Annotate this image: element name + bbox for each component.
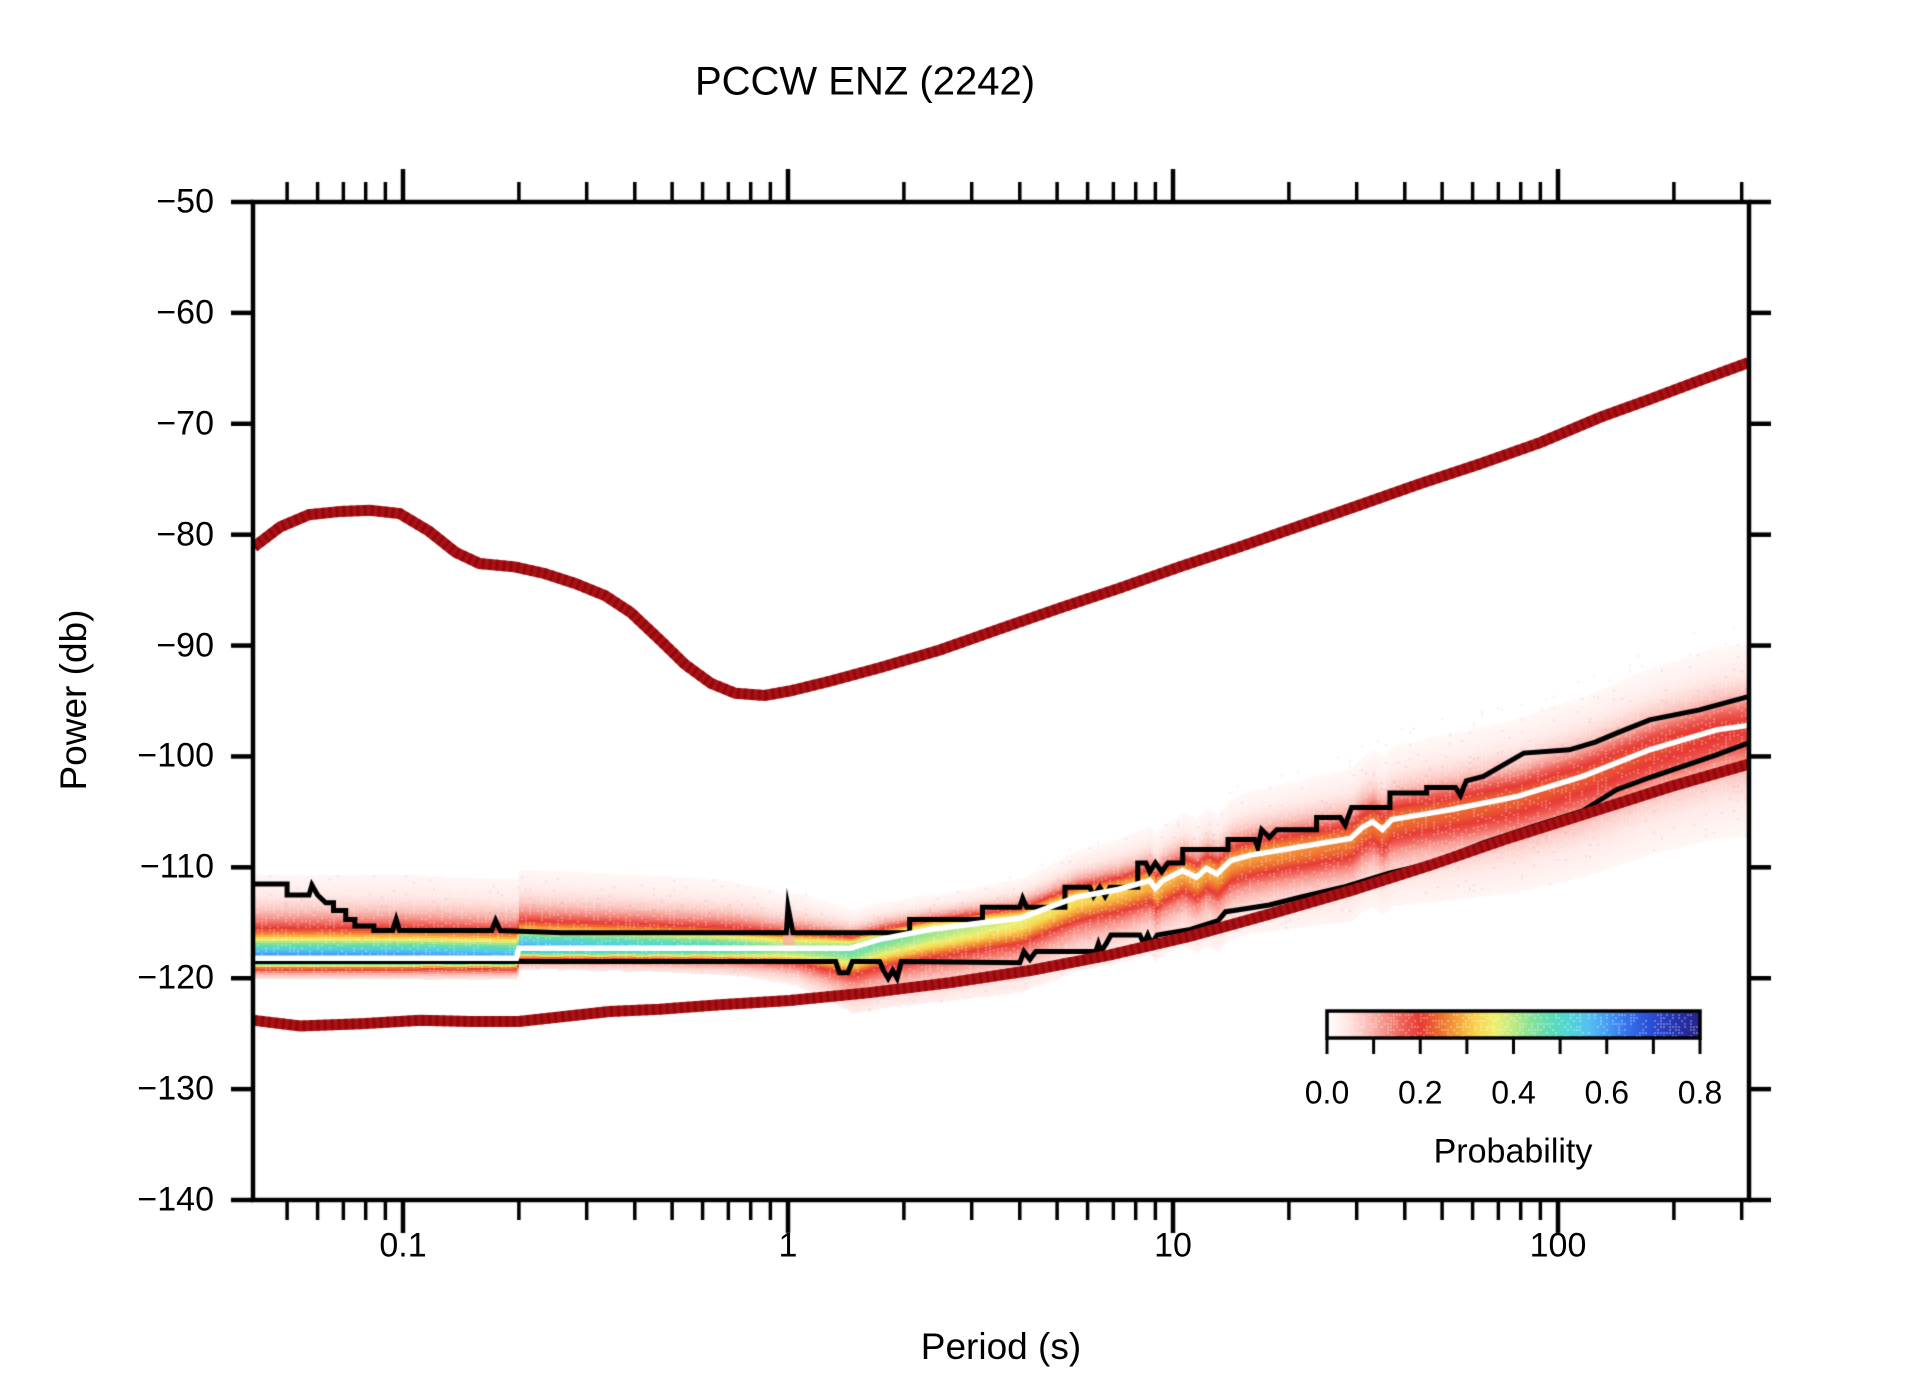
plot-title: PCCW ENZ (2242): [694, 59, 1036, 104]
x-axis-title: Period (s): [920, 1326, 1082, 1367]
y-tick-label: −130: [137, 1069, 214, 1108]
colorbar-tick-label: 0.4: [1491, 1074, 1536, 1111]
y-tick-label: −60: [156, 293, 214, 332]
colorbar-tick-label: 0.2: [1398, 1074, 1443, 1111]
y-tick-label: −80: [156, 515, 214, 554]
x-tick-label: 1: [778, 1226, 798, 1265]
colorbar-tick-label: 0.0: [1304, 1074, 1350, 1111]
x-tick-label: 100: [1529, 1226, 1587, 1265]
x-tick-label: 10: [1154, 1226, 1192, 1265]
y-tick-label: −50: [156, 182, 214, 221]
y-tick-label: −90: [156, 626, 214, 665]
y-tick-label: −140: [137, 1180, 214, 1219]
y-tick-label: −110: [139, 847, 214, 886]
colorbar-tick-label: 0.6: [1584, 1074, 1629, 1111]
colorbar-title: Probability: [1433, 1132, 1593, 1171]
y-tick-label: −70: [156, 404, 214, 443]
y-axis-title: Power (db): [53, 609, 94, 791]
colorbar-tick-label: 0.8: [1677, 1074, 1723, 1111]
x-tick-label: 0.1: [379, 1226, 427, 1265]
y-tick-label: −100: [137, 736, 214, 775]
y-tick-label: −120: [137, 958, 214, 997]
